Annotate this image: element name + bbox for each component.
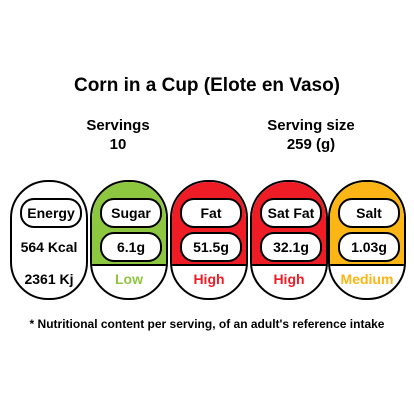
fat-label: Fat: [180, 198, 242, 228]
salt-label: Salt: [338, 198, 400, 228]
sugar-label: Sugar: [100, 198, 162, 228]
servings-block: Servings 10: [58, 116, 178, 154]
salt-level: Medium: [340, 271, 394, 287]
energy-kcal: 564 Kcal: [20, 239, 78, 255]
sugar-panel: Sugar 6.1g Low: [90, 180, 168, 300]
energy-panel: Energy 564 Kcal 2361 Kj: [10, 180, 88, 300]
servings-value: 10: [109, 136, 127, 153]
fat-panel: Fat 51.5g High: [170, 180, 248, 300]
salt-panel: Salt 1.03g Medium: [328, 180, 406, 300]
sugar-level: Low: [115, 271, 143, 287]
sat-fat-panel: Sat Fat 32.1g High: [250, 180, 328, 300]
salt-value: 1.03g: [338, 232, 400, 262]
sugar-value: 6.1g: [100, 232, 162, 262]
sat-fat-label: Sat Fat: [260, 198, 322, 228]
serving-size-value: 259 (g): [286, 136, 336, 153]
serving-size-label: Serving size: [267, 117, 355, 134]
sat-fat-value: 32.1g: [260, 232, 322, 262]
servings-label: Servings: [86, 117, 150, 134]
sat-fat-level: High: [273, 271, 305, 287]
product-title: Corn in a Cup (Elote en Vaso): [73, 75, 341, 96]
footnote: * Nutritional content per serving, of an…: [29, 317, 385, 331]
serving-size-block: Serving size 259 (g): [236, 116, 386, 154]
fat-level: High: [193, 271, 225, 287]
energy-label: Energy: [20, 198, 82, 228]
fat-value: 51.5g: [180, 232, 242, 262]
energy-kj: 2361 Kj: [24, 271, 74, 287]
